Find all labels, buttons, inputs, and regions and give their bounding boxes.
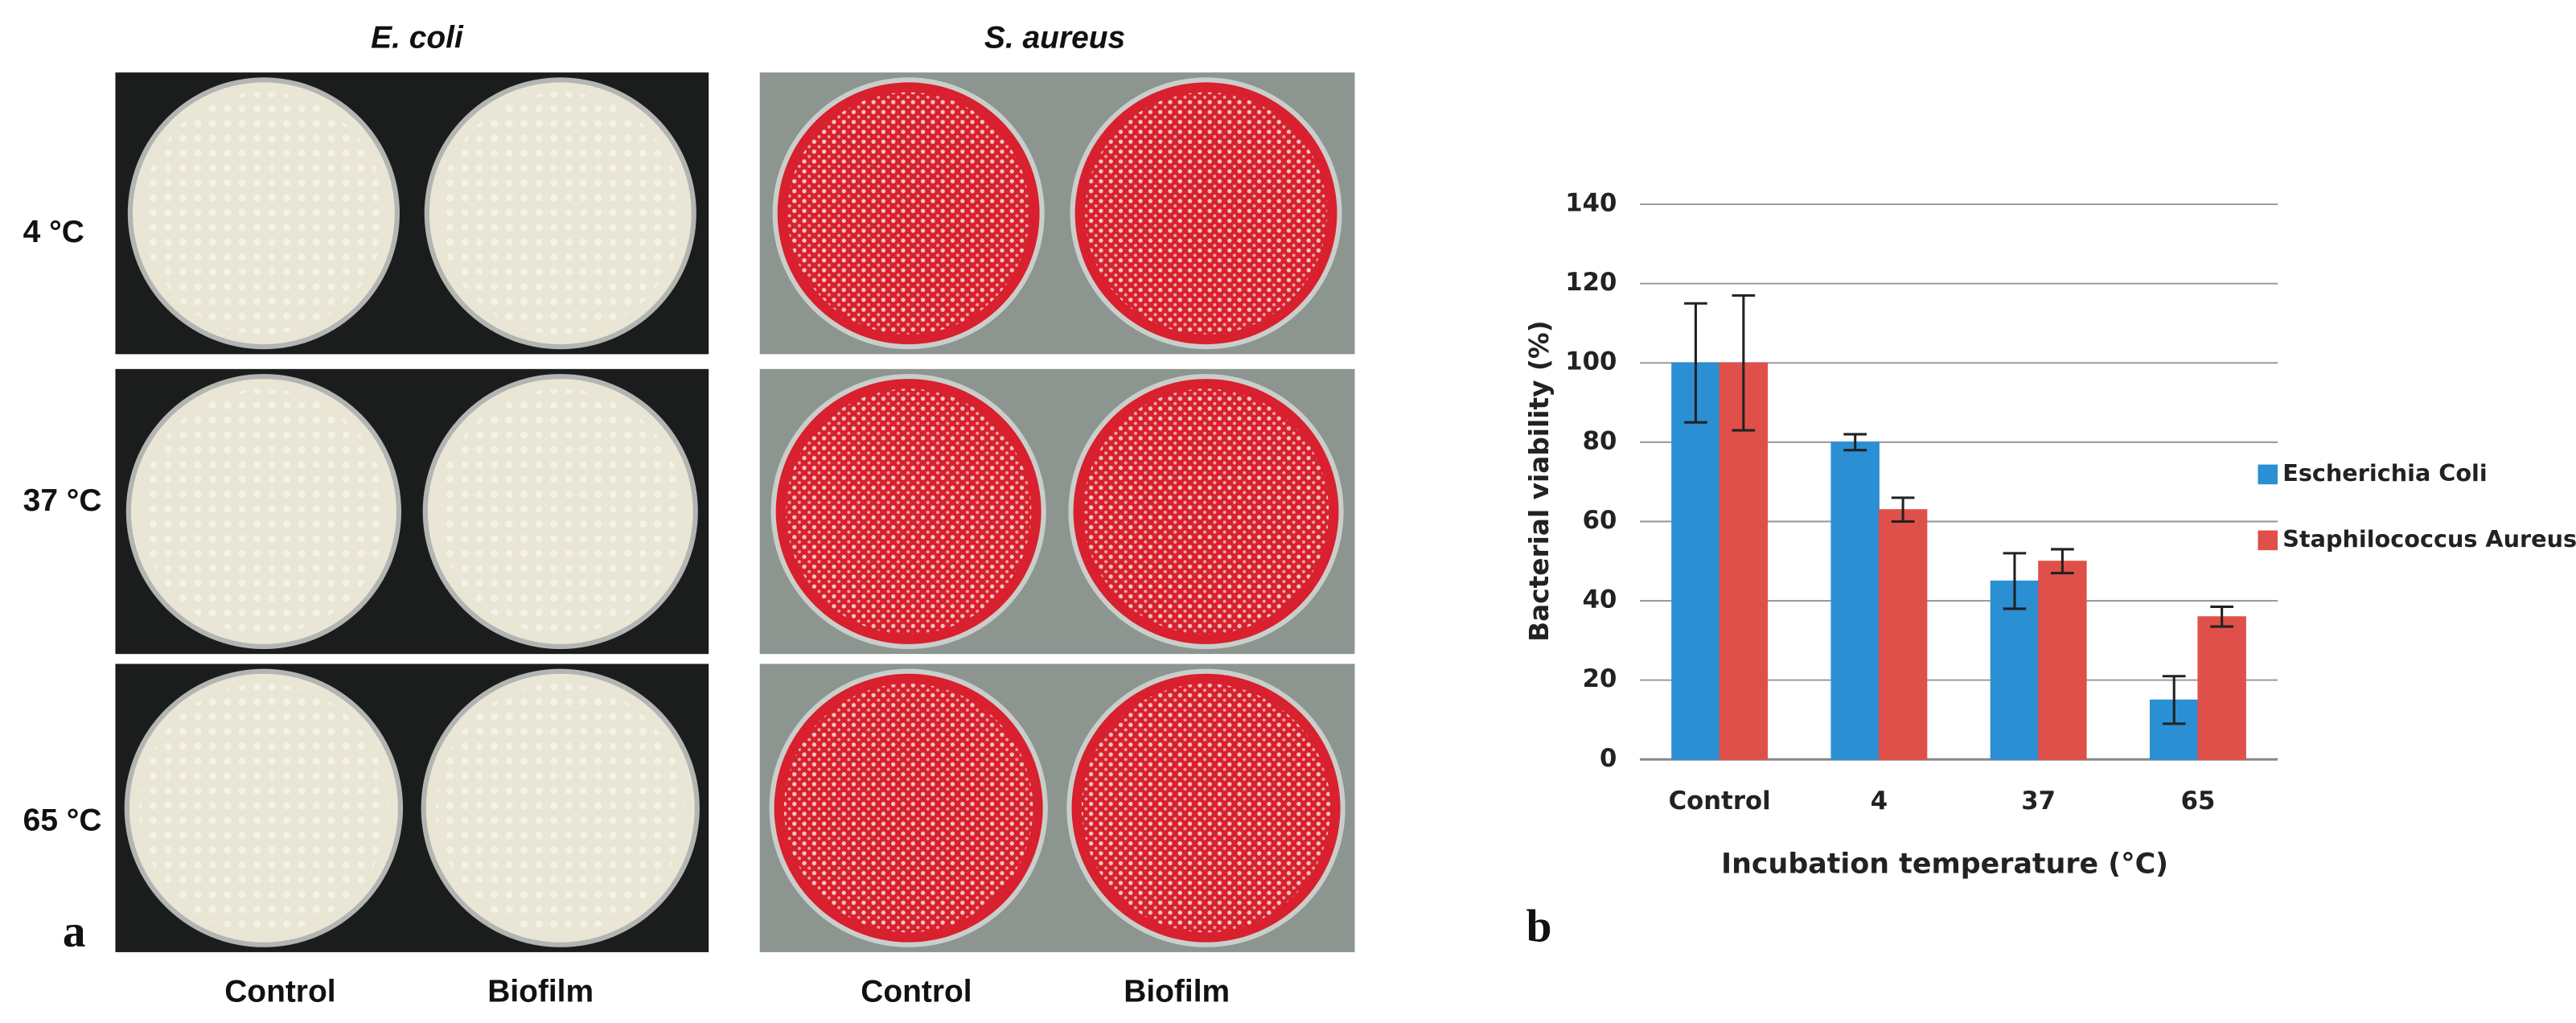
colonies (141, 388, 387, 635)
colonies (1083, 388, 1329, 635)
y-axis-label: Bacterial viability (%) (1524, 320, 1555, 642)
y-tick-label: 40 (1583, 585, 1617, 614)
error-bar (1732, 294, 1756, 432)
row-label: 37 °C (23, 483, 102, 518)
colonies (139, 684, 388, 933)
error-bar (1843, 433, 1867, 452)
x-tick-label: Control (1669, 787, 1771, 816)
column-label: Control (224, 974, 335, 1009)
x-tick-label: 37 (2021, 787, 2056, 816)
y-tick-label: 100 (1565, 347, 1617, 376)
bar-chart: 0 20 40 60 80 100 120 140 Control 4 37 65 Escherichi… (1565, 188, 2576, 816)
y-tick-label: 0 (1600, 744, 1617, 773)
colonies (436, 684, 685, 933)
colonies (787, 92, 1030, 335)
y-tick-label: 20 (1583, 664, 1617, 693)
colonies (1081, 684, 1331, 933)
error-bar (1891, 496, 1915, 523)
x-tick-label: 65 (2181, 787, 2216, 816)
colonies (1084, 92, 1328, 335)
column-label: Control (861, 974, 972, 1009)
y-tick-label: 140 (1565, 188, 1617, 217)
error-bar (1684, 302, 1707, 424)
legend-label: Staphilococcus Aureus (2282, 525, 2576, 553)
bar (1671, 362, 1720, 760)
x-tick-label: 4 (1871, 787, 1888, 816)
legend-swatch (2258, 464, 2278, 485)
column-label: Biofilm (1124, 974, 1230, 1009)
legend-label: Escherichia Coli (2282, 459, 2487, 487)
row-label: 65 °C (23, 803, 102, 837)
organism-title: S. aureus (984, 20, 1125, 55)
bar (1830, 442, 1880, 760)
y-tick-label: 120 (1565, 268, 1617, 297)
colonies (439, 92, 682, 335)
bar (2038, 561, 2087, 760)
x-axis-label: Incubation temperature (°C) (1721, 848, 2168, 880)
colonies (142, 92, 385, 335)
column-label: Biofilm (487, 974, 594, 1009)
error-bar (2162, 675, 2186, 725)
bar (1878, 509, 1928, 760)
organism-title: E. coli (371, 20, 464, 55)
bar (1990, 580, 2040, 760)
panel-label: a (63, 906, 86, 957)
colonies (438, 388, 684, 635)
error-bar (2210, 605, 2234, 628)
y-tick-label: 60 (1583, 506, 1617, 535)
error-bar (2003, 552, 2027, 610)
error-bar (2051, 548, 2074, 575)
colonies (785, 388, 1032, 635)
colonies (783, 684, 1033, 933)
bar (2197, 616, 2246, 760)
plate-photos (115, 72, 1355, 952)
legend-swatch (2258, 530, 2278, 551)
panel-label: b (1526, 901, 1552, 951)
row-label: 4 °C (23, 215, 84, 249)
y-tick-label: 80 (1583, 426, 1617, 455)
